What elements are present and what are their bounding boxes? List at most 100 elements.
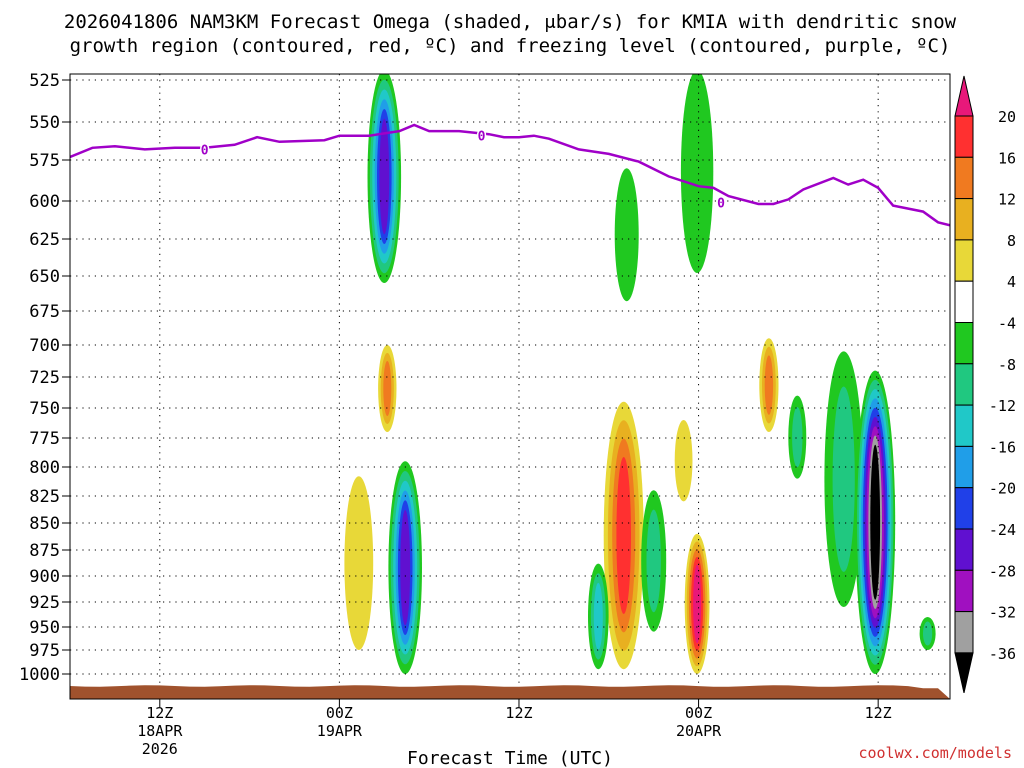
y-tick-label: 675 xyxy=(29,302,60,322)
terrain-fill xyxy=(70,685,950,699)
omega-contour-ascent xyxy=(646,509,661,613)
colorbar-swatch xyxy=(954,445,974,489)
omega-contour-ascent xyxy=(400,509,411,626)
y-tick-label: 550 xyxy=(29,113,60,133)
omega-feature-ascent xyxy=(855,370,896,674)
x-tick-label: 00Z xyxy=(685,704,712,722)
omega-feature-descent xyxy=(344,476,374,650)
x-tick-date: 20APR xyxy=(676,722,722,740)
omega-contour-ascent xyxy=(832,386,855,572)
colorbar-swatch xyxy=(954,239,974,282)
credit-text: coolwx.com/models xyxy=(858,744,1012,762)
omega-shading xyxy=(344,74,936,675)
omega-contour-ascent xyxy=(680,74,714,273)
colorbar-label: -24 xyxy=(989,521,1016,539)
colorbar-label: 16 xyxy=(998,149,1016,167)
y-tick-label: 950 xyxy=(29,618,60,638)
omega-feature-descent xyxy=(603,401,644,670)
y-tick-label: 625 xyxy=(29,230,60,250)
x-tick-label: 12Z xyxy=(505,704,532,722)
freezing-level-line xyxy=(70,123,950,227)
colorbar-label: -16 xyxy=(989,438,1016,456)
dotted-grid xyxy=(70,74,950,699)
omega-feature-ascent xyxy=(680,74,714,273)
omega-contour-descent xyxy=(764,355,774,415)
colorbar-swatch xyxy=(954,198,974,241)
y-tick-label: 875 xyxy=(29,541,60,561)
y-tick-label: 600 xyxy=(29,192,60,212)
omega-contour-descent xyxy=(674,420,693,502)
y-tick-label: 1000 xyxy=(19,665,60,685)
omega-feature-descent xyxy=(674,420,693,502)
omega-contour-descent xyxy=(693,564,702,644)
y-tick-label: 825 xyxy=(29,487,60,507)
x-tick-date: 18APR xyxy=(137,722,183,740)
x-tick-label: 12Z xyxy=(146,704,173,722)
omega-feature-ascent xyxy=(788,395,807,479)
y-tick-label: 900 xyxy=(29,567,60,587)
omega-contour-descent xyxy=(344,476,374,650)
freezing-level-layer: 0 0 0 xyxy=(70,123,950,227)
colorbar-label: 20 xyxy=(998,108,1016,126)
omega-contour-ascent xyxy=(792,407,803,468)
colorbar-swatch xyxy=(954,487,974,530)
y-tick-label: 750 xyxy=(29,399,60,419)
y-tick-label: 800 xyxy=(29,458,60,478)
freezing-level-label: 0 xyxy=(478,130,486,145)
chart-title-line1: 2026041806 NAM3KM Forecast Omega (shaded… xyxy=(64,11,957,33)
freezing-level-label: 0 xyxy=(717,197,725,212)
x-tick-label: 12Z xyxy=(865,704,892,722)
x-tick-year: 2026 xyxy=(142,740,178,758)
colorbar-label: -36 xyxy=(989,645,1016,663)
colorbar-label: -20 xyxy=(989,480,1016,498)
omega-feature-ascent xyxy=(824,351,863,607)
omega-feature-descent xyxy=(759,338,779,432)
plot-area: 0 0 0 xyxy=(70,74,950,699)
colorbar-swatch xyxy=(954,528,974,571)
omega-feature-ascent xyxy=(641,490,667,632)
colorbar-label: 8 xyxy=(1007,232,1016,250)
pressure-axis: 525 550 575 600 625 650 675 700 725 750 775 800 825 8… xyxy=(19,71,70,685)
omega-contour-ascent xyxy=(923,621,933,646)
colorbar-swatch xyxy=(954,569,974,613)
colorbar-label: 4 xyxy=(1007,273,1016,291)
omega-contour-descent xyxy=(383,361,392,416)
omega-feature-ascent xyxy=(614,168,639,302)
colorbar-bottom-arrow xyxy=(954,652,974,694)
y-tick-label: 725 xyxy=(29,368,60,388)
y-tick-label: 525 xyxy=(29,71,60,91)
omega-feature-ascent xyxy=(367,74,402,283)
colorbar-swatch xyxy=(954,322,974,365)
colorbar-swatch xyxy=(954,280,974,324)
colorbar-label: -32 xyxy=(989,604,1016,622)
omega-feature-ascent xyxy=(919,617,936,650)
y-tick-label: 650 xyxy=(29,267,60,287)
y-tick-label: 850 xyxy=(29,514,60,534)
omega-contour-ascent xyxy=(379,118,390,235)
omega-feature-ascent xyxy=(388,461,423,674)
y-tick-label: 700 xyxy=(29,336,60,356)
colorbar: 20 16 12 8 4 -4 -8 -12 -16 -20 -24 -28 -32 -36 xyxy=(954,75,1016,694)
colorbar-label: 12 xyxy=(998,191,1016,209)
colorbar-top-arrow xyxy=(954,75,974,117)
x-tick-label: 00Z xyxy=(326,704,353,722)
colorbar-swatch xyxy=(954,404,974,447)
chart-title-line2: growth region (contoured, red, ºC) and f… xyxy=(70,35,951,57)
x-axis-title: Forecast Time (UTC) xyxy=(407,748,613,768)
y-tick-label: 975 xyxy=(29,641,60,661)
colorbar-swatch xyxy=(954,115,974,158)
y-tick-label: 775 xyxy=(29,429,60,449)
y-tick-label: 575 xyxy=(29,151,60,171)
omega-contour-ascent xyxy=(614,168,639,302)
omega-contour-descent xyxy=(616,457,631,614)
colorbar-label: -12 xyxy=(989,397,1016,415)
omega-contour-ascent xyxy=(593,582,603,650)
plot-frame xyxy=(69,73,951,700)
omega-feature-descent xyxy=(378,345,397,432)
colorbar-label: -8 xyxy=(998,356,1016,374)
colorbar-swatch xyxy=(954,156,974,200)
omega-feature-ascent xyxy=(588,563,609,670)
colorbar-label: -4 xyxy=(998,315,1016,333)
